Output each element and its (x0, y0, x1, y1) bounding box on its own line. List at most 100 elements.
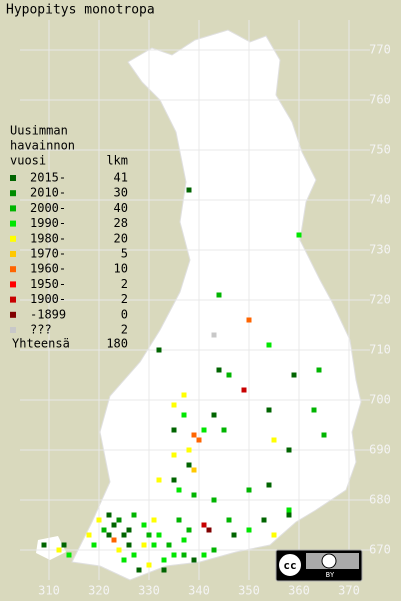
legend-label: 1980- (30, 231, 66, 245)
by-circle (321, 553, 337, 569)
observation (191, 467, 197, 473)
legend-label: 1970- (30, 247, 66, 261)
observation (86, 532, 92, 538)
observation (146, 532, 152, 538)
cc-circle (277, 552, 303, 578)
observation (106, 512, 112, 518)
observation (181, 392, 187, 398)
legend-count: 20 (114, 231, 128, 245)
points (41, 187, 327, 573)
observation (171, 552, 177, 558)
observation (161, 557, 167, 563)
legend-swatch (10, 266, 16, 273)
observation (191, 432, 197, 438)
observation (131, 512, 137, 518)
observation (66, 552, 72, 558)
observation (111, 522, 117, 528)
finland-outline (71, 29, 362, 581)
legend-count: 40 (114, 201, 128, 215)
legend-count: 41 (114, 171, 128, 185)
legend-swatch (10, 205, 16, 212)
observation (171, 477, 177, 483)
observation (296, 232, 302, 238)
observation (101, 527, 107, 533)
observation (316, 367, 322, 373)
observation (201, 552, 207, 558)
observation (216, 367, 222, 373)
observation (41, 542, 47, 548)
legend-label: 1960- (30, 262, 66, 276)
y-tick-label: 760 (369, 93, 391, 107)
observation (201, 522, 207, 528)
observation (226, 372, 232, 378)
observation (246, 527, 252, 533)
legend-heading: havainnon (10, 139, 75, 153)
observation (266, 342, 272, 348)
observation (291, 372, 297, 378)
legend-swatch (10, 251, 16, 257)
observation (321, 432, 327, 438)
legend-swatch (10, 190, 16, 197)
observation (151, 517, 157, 523)
x-tick-label: 370 (338, 584, 360, 598)
legend-swatch (10, 220, 16, 227)
license-logo: cc BY (275, 549, 363, 582)
cc-text: cc (283, 559, 296, 572)
observation (271, 532, 277, 538)
observation (241, 387, 247, 393)
observation (171, 427, 177, 433)
total-label: Yhteensä (12, 337, 70, 351)
legend-label: -1899 (30, 307, 66, 321)
observation (231, 532, 237, 538)
observation (191, 492, 197, 498)
observation (136, 567, 142, 573)
observation (181, 552, 187, 558)
x-tick-label: 330 (138, 584, 160, 598)
observation (96, 517, 102, 523)
x-tick-label: 360 (288, 584, 310, 598)
legend-label: 1900- (30, 292, 66, 306)
legend-label: 1950- (30, 277, 66, 291)
legend-count: 2 (121, 277, 128, 291)
observation (271, 437, 277, 443)
y-tick-label: 750 (369, 143, 391, 157)
x-tick-label: 310 (38, 584, 60, 598)
observation (186, 187, 192, 193)
legend-swatch (10, 235, 16, 242)
observation (286, 512, 292, 518)
legend-count: 2 (121, 292, 128, 306)
observation (126, 542, 132, 548)
observation (211, 332, 217, 338)
observation (171, 452, 177, 458)
observation (161, 567, 167, 573)
observation (156, 532, 162, 538)
observation (216, 292, 222, 298)
aland (36, 536, 66, 560)
y-tick-label: 700 (369, 393, 391, 407)
legend-swatch (10, 311, 16, 318)
observation (246, 317, 252, 323)
observation (171, 402, 177, 408)
y-tick-label: 740 (369, 193, 391, 207)
observation (181, 412, 187, 418)
observation (186, 447, 192, 453)
observation (176, 517, 182, 523)
legend-count: 28 (114, 216, 128, 230)
observation (286, 507, 292, 513)
observation (211, 412, 217, 418)
observation (176, 487, 182, 493)
legend-count: 5 (121, 247, 128, 261)
legend-count: 0 (121, 307, 128, 321)
observation (106, 532, 112, 538)
observation (61, 542, 67, 548)
observation (211, 497, 217, 503)
x-tick-label: 320 (88, 584, 110, 598)
observation (261, 517, 267, 523)
observation (201, 427, 207, 433)
observation (266, 482, 272, 488)
legend-swatch (10, 175, 16, 181)
observation (206, 527, 212, 533)
observation (146, 562, 152, 568)
observation (121, 557, 127, 563)
